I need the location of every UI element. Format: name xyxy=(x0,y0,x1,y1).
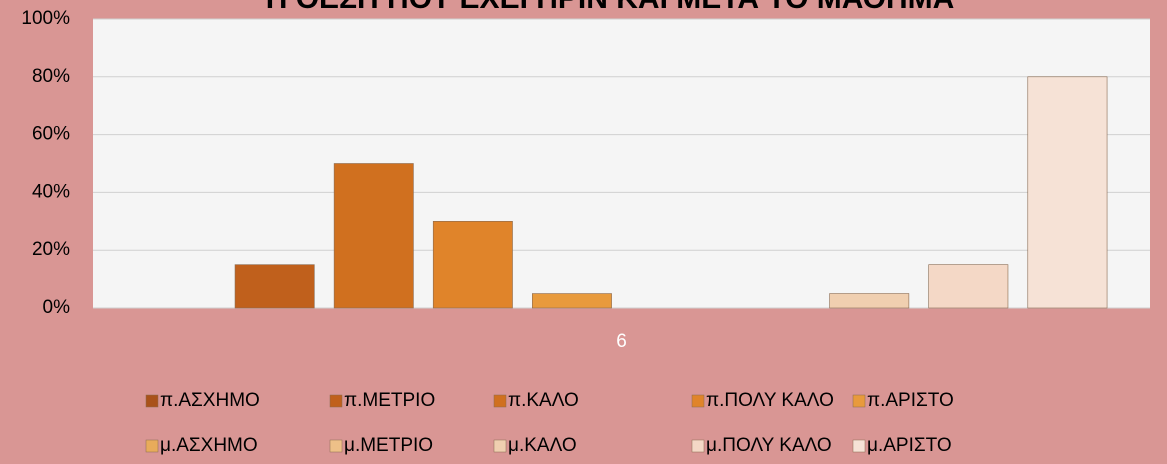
legend-label: μ.ΠΟΛΥ ΚΑΛΟ xyxy=(706,435,832,456)
plot-area xyxy=(93,19,1150,308)
legend-swatch xyxy=(493,394,507,408)
legend-swatch xyxy=(852,394,866,408)
bar xyxy=(928,264,1009,309)
legend-label: π.ΜΕΤΡΙΟ xyxy=(344,390,435,411)
legend-swatch xyxy=(852,439,866,453)
bar xyxy=(333,163,414,309)
y-tick-label: 40% xyxy=(32,181,70,202)
legend-swatch xyxy=(493,439,507,453)
legend-label: π.ΑΡΙΣΤΟ xyxy=(867,390,954,411)
legend-swatch xyxy=(691,439,705,453)
legend-label: π.ΚΑΛΟ xyxy=(508,390,579,411)
legend-swatch xyxy=(329,394,343,408)
y-tick-label: 0% xyxy=(43,297,71,318)
legend-swatch xyxy=(145,394,159,408)
chart-title: Η ΘΕΣΗ ΠΟΥ ΕΧΕΙ ΠΡΙΝ ΚΑΙ ΜΕΤΑ ΤΟ ΜΑΘΗΜΑ xyxy=(266,0,955,15)
legend-swatch xyxy=(691,394,705,408)
legend-label: μ.ΑΣΧΗΜΟ xyxy=(160,435,258,456)
legend-swatch xyxy=(329,439,343,453)
y-tick-label: 80% xyxy=(32,66,70,87)
bar xyxy=(829,293,910,309)
bar xyxy=(432,221,513,309)
legend-swatch xyxy=(145,439,159,453)
bar xyxy=(532,293,612,309)
x-tick-label: 6 xyxy=(616,331,627,352)
legend-label: μ.ΑΡΙΣΤΟ xyxy=(867,435,952,456)
y-tick-label: 100% xyxy=(21,8,70,29)
y-tick-label: 20% xyxy=(32,239,70,260)
legend-label: π.ΠΟΛΥ ΚΑΛΟ xyxy=(706,390,834,411)
legend-label: π.ΑΣΧΗΜΟ xyxy=(160,390,260,411)
y-tick-label: 60% xyxy=(32,124,70,145)
legend-label: μ.ΚΑΛΟ xyxy=(508,435,577,456)
bar xyxy=(234,264,315,309)
legend-label: μ.ΜΕΤΡΙΟ xyxy=(344,435,433,456)
bar xyxy=(1027,76,1108,309)
